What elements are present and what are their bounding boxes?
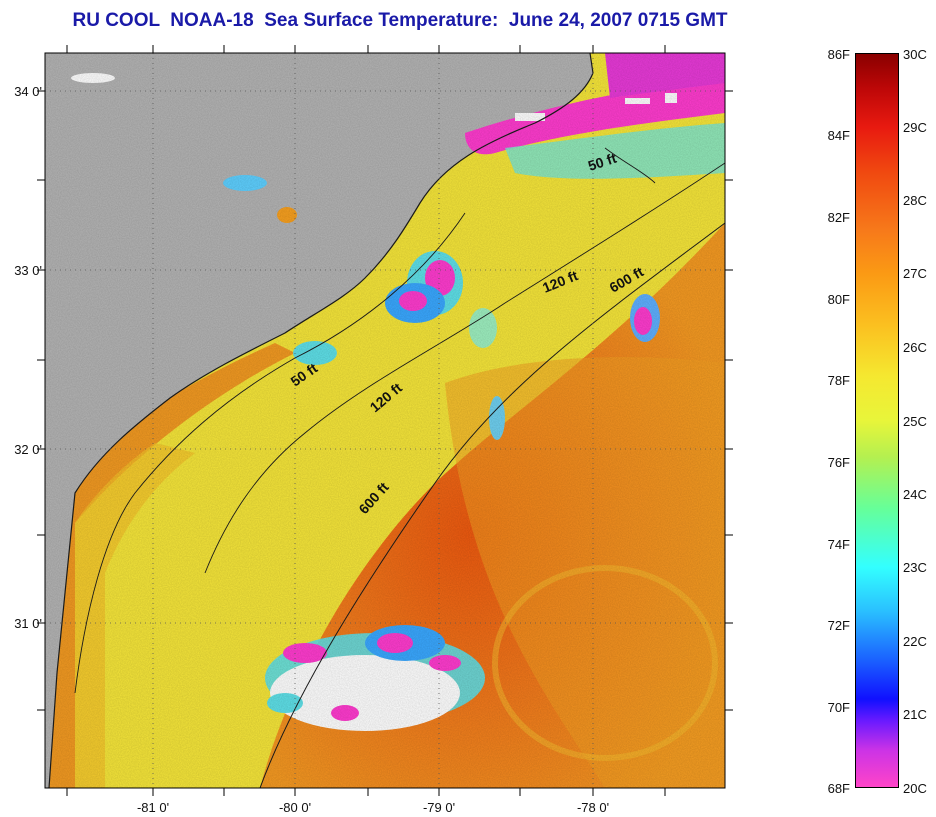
lon-label-79: -79 0'	[422, 800, 456, 815]
colorbar-f-76: 76F	[827, 455, 850, 470]
colorbar-f-82: 82F	[827, 210, 850, 225]
colorbar-c-23: 23C	[903, 560, 927, 575]
lat-label-31: 31 0'	[14, 616, 42, 631]
colorbar-f-80: 80F	[827, 292, 850, 307]
colorbar-c-28: 28C	[903, 193, 927, 208]
lat-label-33: 33 0'	[14, 263, 42, 278]
colorbar-c-27: 27C	[903, 266, 927, 281]
colorbar-f-78: 78F	[827, 373, 850, 388]
map-title: RU COOL NOAA-18 Sea Surface Temperature:…	[72, 10, 728, 31]
colorbar-c-29: 29C	[903, 120, 927, 135]
lat-label-32: 32 0'	[14, 442, 42, 457]
colorbar-c-24: 24C	[903, 487, 927, 502]
colorbar-c-20: 20C	[903, 781, 927, 796]
lon-label-81: -81 0'	[136, 800, 170, 815]
colorbar-c-25: 25C	[903, 414, 927, 429]
temperature-colorbar	[855, 53, 899, 788]
colorbar-c-21: 21C	[903, 707, 927, 722]
colorbar-f-70: 70F	[827, 700, 850, 715]
colorbar-f-74: 74F	[827, 537, 850, 552]
lon-label-80: -80 0'	[278, 800, 312, 815]
colorbar-f-72: 72F	[827, 618, 850, 633]
colorbar-c-26: 26C	[903, 340, 927, 355]
sst-map-graphic: 50 ft 120 ft 600 ft 50 ft 120 ft 600 ft	[45, 53, 725, 788]
colorbar-f-84: 84F	[827, 128, 850, 143]
colorbar-f-68: 68F	[827, 781, 850, 796]
colorbar-f-86: 86F	[827, 47, 850, 62]
lon-label-78: -78 0'	[576, 800, 610, 815]
colorbar-c-30: 30C	[903, 47, 927, 62]
sst-map: 50 ft 120 ft 600 ft 50 ft 120 ft 600 ft	[45, 53, 725, 788]
colorbar-c-22: 22C	[903, 634, 927, 649]
lat-label-34: 34 0'	[14, 84, 42, 99]
texture-overlay	[45, 53, 725, 788]
